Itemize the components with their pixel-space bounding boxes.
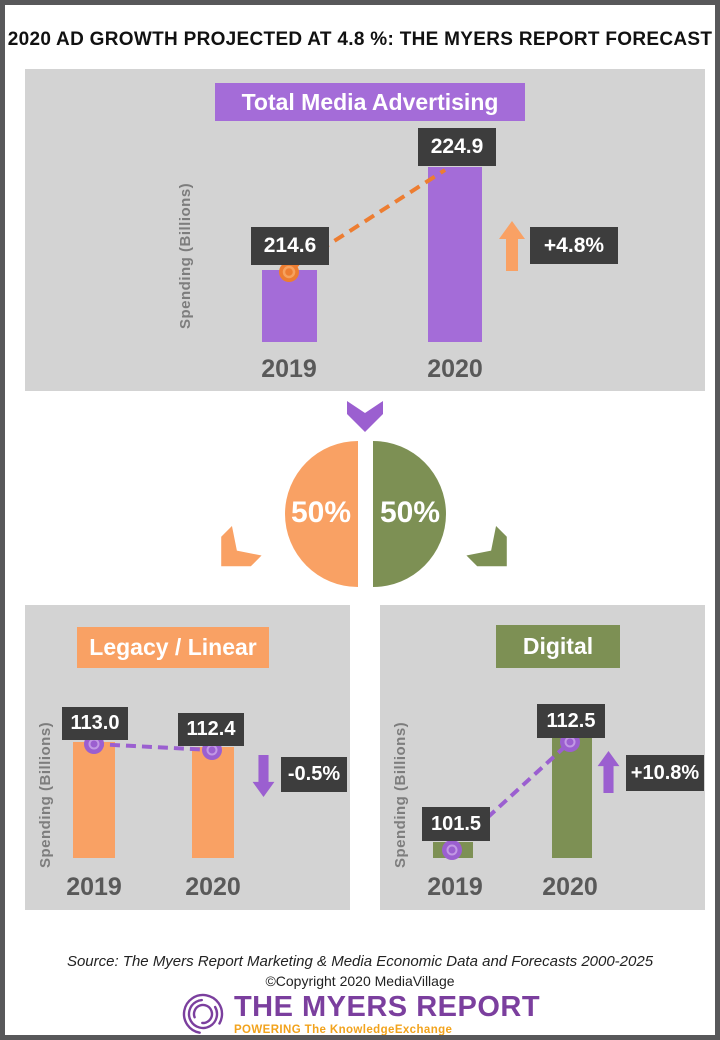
total-media-banner: Total Media Advertising <box>215 83 525 121</box>
chevron-down-arrow-icon <box>347 401 383 432</box>
legacy-value-2019: 113.0 <box>62 707 128 740</box>
digital-banner: Digital <box>496 625 620 668</box>
legacy-y-axis-label: Spending (Billions) <box>37 721 54 869</box>
total-y-axis-label: Spending (Billions) <box>177 182 194 330</box>
total-media-panel: Total Media Advertising Spending (Billio… <box>25 69 705 391</box>
pie-legacy-label: 50% <box>290 496 352 529</box>
arrow-down-right-icon <box>466 525 507 567</box>
total-year-2019: 2019 <box>261 355 317 383</box>
legacy-year-2019: 2019 <box>66 873 122 901</box>
total-up-arrow-icon <box>499 221 525 271</box>
legacy-bar-2020 <box>192 747 234 858</box>
total-year-2020: 2020 <box>427 355 483 383</box>
digital-change-badge: +10.8% <box>626 755 704 791</box>
digital-value-2020: 112.5 <box>537 704 605 738</box>
myers-report-logo: THE MYERS REPORT POWERING The KnowledgeE… <box>5 990 715 1036</box>
total-value-2020: 224.9 <box>418 128 496 166</box>
digital-bar-2019 <box>433 842 473 858</box>
total-bar-2020 <box>428 167 482 342</box>
legacy-banner: Legacy / Linear <box>77 627 269 668</box>
copyright-note: ©Copyright 2020 MediaVillage <box>265 973 455 989</box>
legacy-year-2020: 2020 <box>185 873 241 901</box>
legacy-bar-2019 <box>73 742 115 858</box>
legacy-panel: Legacy / Linear Spending (Billions) 113.… <box>25 605 350 910</box>
legacy-value-2020: 112.4 <box>178 713 244 746</box>
logo-title: THE MYERS REPORT <box>233 990 541 1023</box>
source-note: Source: The Myers Report Marketing & Med… <box>66 953 654 970</box>
total-change-badge: +4.8% <box>530 227 618 264</box>
logo-circles-icon <box>182 993 224 1035</box>
digital-year-2019: 2019 <box>427 873 483 901</box>
digital-panel: Digital Spending (Billions) 112.5 101.5 … <box>380 605 705 910</box>
digital-y-axis-label: Spending (Billions) <box>392 721 409 869</box>
arrow-down-left-icon <box>221 525 262 567</box>
pie-digital-label: 50% <box>379 496 441 529</box>
digital-up-arrow-icon <box>597 751 620 793</box>
digital-value-2019: 101.5 <box>422 807 490 841</box>
legacy-change-badge: -0.5% <box>281 757 347 792</box>
legacy-down-arrow-icon <box>252 755 275 797</box>
logo-tagline: POWERING The KnowledgeExchange <box>233 1023 453 1036</box>
page-title: 2020 AD GROWTH PROJECTED AT 4.8 %: THE M… <box>7 29 713 50</box>
digital-year-2020: 2020 <box>542 873 598 901</box>
digital-bar-2020 <box>552 738 592 858</box>
total-value-2019: 214.6 <box>251 227 329 265</box>
total-bar-2019 <box>262 270 317 342</box>
logo-text-block: THE MYERS REPORT POWERING The KnowledgeE… <box>233 990 541 1036</box>
